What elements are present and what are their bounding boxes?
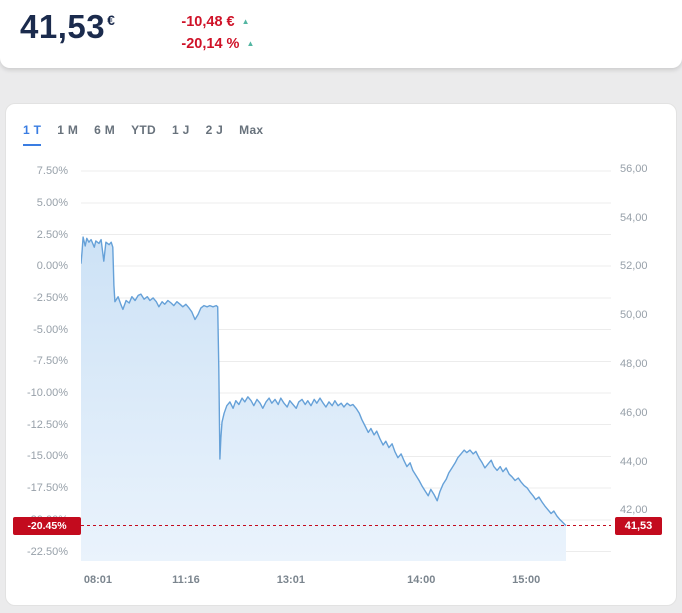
x-axis-tick: 14:00 bbox=[407, 574, 436, 586]
y-axis-right: 56,00 54,00 52,00 50,00 48,00 46,00 44,00 42,00 bbox=[618, 161, 673, 561]
x-axis-tick: 08:01 bbox=[83, 574, 113, 586]
price-changes: -10,48 € ▲ -20,14 % ▲ bbox=[181, 9, 254, 55]
current-price-badge: 41,53 bbox=[615, 516, 662, 535]
y-axis-left-tick: 0.00% bbox=[36, 260, 68, 273]
y-axis-right-tick: 52,00 bbox=[620, 260, 648, 273]
price-header-card: 41,53 € -10,48 € ▲ -20,14 % ▲ bbox=[0, 0, 682, 68]
tab-max[interactable]: Max bbox=[239, 123, 264, 137]
y-axis-right-tick: 42,00 bbox=[620, 504, 648, 517]
tab-1m[interactable]: 1 M bbox=[57, 123, 79, 137]
price-change-absolute: -10,48 € ▲ bbox=[181, 11, 254, 33]
price-value: 41,53 bbox=[20, 8, 106, 45]
chart-card: 1 T 1 M 6 M YTD 1 J 2 J Max 7.50% 5.00% 2.… bbox=[5, 103, 677, 606]
price-change-percent-value: -20,14 % bbox=[181, 36, 240, 52]
price-line bbox=[81, 236, 567, 527]
y-axis-right-tick: 56,00 bbox=[620, 162, 648, 175]
price-change-absolute-value: -10,48 € bbox=[181, 14, 235, 30]
y-axis-left-tick: -7.50% bbox=[33, 355, 68, 368]
y-axis-left-tick: 7.50% bbox=[36, 165, 68, 178]
y-axis-left-tick: 2.50% bbox=[36, 228, 68, 241]
y-axis-left-tick: -15.00% bbox=[27, 450, 68, 463]
triangle-up-icon: ▲ bbox=[246, 39, 255, 48]
tab-1t[interactable]: 1 T bbox=[23, 123, 42, 146]
y-axis-left-tick: 5.00% bbox=[36, 196, 68, 209]
y-axis-right-tick: 48,00 bbox=[620, 358, 648, 370]
y-axis-left-tick: -2.50% bbox=[33, 291, 68, 304]
price-change-percent: -20,14 % ▲ bbox=[181, 33, 254, 55]
x-axis-tick: 11:16 bbox=[172, 574, 200, 586]
y-axis-right-tick: 54,00 bbox=[620, 211, 648, 224]
y-axis-right-tick: 44,00 bbox=[620, 455, 648, 468]
chart-plot-area[interactable] bbox=[81, 161, 611, 561]
tab-1j[interactable]: 1 J bbox=[171, 123, 190, 137]
x-axis: 08:01 11:16 13:01 14:00 15:00 bbox=[81, 574, 611, 592]
x-axis-tick: 13:01 bbox=[276, 574, 305, 586]
x-axis-tick: 15:00 bbox=[512, 574, 541, 586]
currency-symbol: € bbox=[107, 12, 116, 28]
time-range-tabs: 1 T 1 M 6 M YTD 1 J 2 J Max bbox=[6, 104, 676, 146]
current-price: 41,53 € bbox=[20, 8, 116, 45]
y-axis-left-tick: -12.50% bbox=[27, 418, 68, 431]
y-axis-left: 7.50% 5.00% 2.50% 0.00% -2.50% -5.00% -7.50% -1… bbox=[6, 161, 73, 561]
tab-2j[interactable]: 2 J bbox=[205, 123, 224, 137]
y-axis-right-tick: 50,00 bbox=[620, 309, 648, 322]
y-axis-right-tick: 46,00 bbox=[620, 406, 648, 419]
y-axis-left-tick: -22.50% bbox=[27, 545, 68, 558]
current-change-badge: -20.45% bbox=[13, 516, 81, 535]
triangle-up-icon: ▲ bbox=[241, 17, 250, 26]
y-axis-left-tick: -10.00% bbox=[27, 387, 68, 400]
tab-ytd[interactable]: YTD bbox=[131, 123, 156, 137]
tab-6m[interactable]: 6 M bbox=[94, 123, 116, 137]
y-axis-left-tick: -5.00% bbox=[33, 323, 68, 336]
price-header: 41,53 € -10,48 € ▲ -20,14 % ▲ bbox=[0, 0, 682, 55]
price-area-fill bbox=[81, 237, 566, 561]
y-axis-left-tick: -17.50% bbox=[27, 482, 68, 495]
